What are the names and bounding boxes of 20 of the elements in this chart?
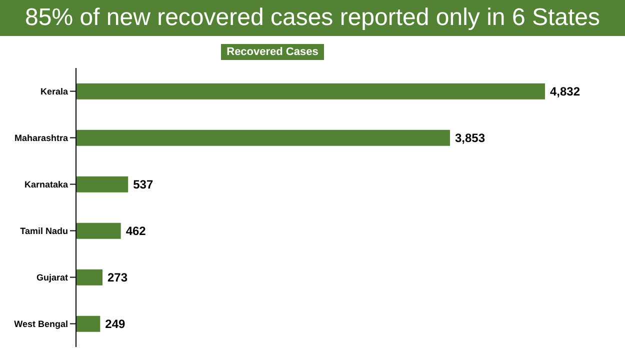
y-tick-label: West Bengal — [14, 318, 68, 329]
bar — [76, 176, 128, 192]
y-tick-label: Karnataka — [24, 179, 69, 190]
bar — [76, 316, 100, 332]
data-label: 273 — [108, 270, 128, 285]
y-tick-label: Maharashtra — [14, 132, 69, 143]
y-tick-label: Gujarat — [36, 272, 68, 282]
bar — [76, 269, 102, 286]
text: Recovered Cases — [220, 44, 324, 60]
data-label: 462 — [126, 224, 146, 238]
bar — [76, 83, 545, 100]
data-label: 4,832 — [550, 84, 580, 99]
chart-title: 85% of new recovered cases reported only in 6 States — [0, 0, 625, 36]
data-label: 249 — [105, 317, 126, 332]
bar — [76, 222, 121, 239]
data-label: 537 — [133, 178, 154, 192]
y-tick-label: Tamil Nadu — [20, 226, 68, 236]
data-label: 3,853 — [454, 131, 486, 146]
bar — [76, 130, 450, 146]
y-tick-label: Kerala — [40, 86, 69, 96]
